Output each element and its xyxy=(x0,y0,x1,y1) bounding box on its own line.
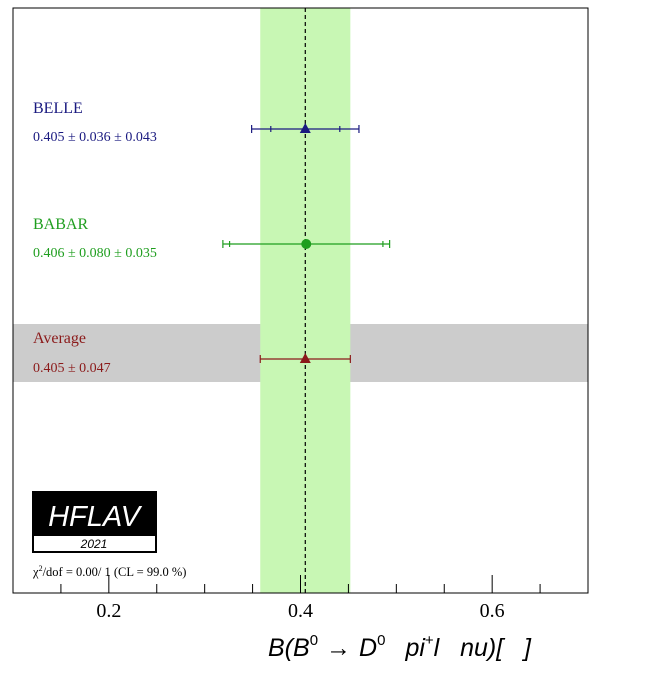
x-label-sup1: 0 xyxy=(310,632,318,649)
x-label-base: B(B xyxy=(268,634,310,662)
measurement-name: BABAR xyxy=(33,216,88,233)
marker-triangle xyxy=(299,353,311,363)
x-label-d: D xyxy=(359,634,377,662)
chi2-text: χ2/dof = 0.00/ 1 (CL = 99.0 %) xyxy=(32,564,186,579)
x-tick-label: 0.4 xyxy=(288,600,313,622)
chi2-symbol: χ xyxy=(32,565,39,579)
marker-triangle xyxy=(299,123,311,133)
measurement-name: Average xyxy=(33,330,86,347)
average-uncertainty-band xyxy=(260,8,351,593)
x-axis-ticks: 0.2 0.4 0.6 xyxy=(60,575,541,622)
x-tick-label: 0.6 xyxy=(480,600,505,622)
measurement-belle: BELLE 0.405 ± 0.036 ± 0.043 xyxy=(33,100,360,145)
measurement-result: 0.406 ± 0.080 ± 0.035 xyxy=(33,246,157,261)
chi2-rest: /dof = 0.00/ 1 (CL = 99.0 %) xyxy=(43,565,187,579)
hflav-logo-year: 2021 xyxy=(80,537,108,551)
measurement-babar: BABAR 0.406 ± 0.080 ± 0.035 xyxy=(33,216,391,261)
x-label-arrow: → xyxy=(326,634,351,662)
x-label-pi: pi xyxy=(404,634,426,662)
x-label-sup2: 0 xyxy=(377,632,385,649)
measurement-average: Average 0.405 ± 0.047 xyxy=(33,330,351,376)
hflav-logo-text: HFLAV xyxy=(48,501,143,533)
chi2-superscript: 2 xyxy=(39,564,43,573)
x-label-rest: l nu)[ ] xyxy=(434,634,532,662)
measurements-group: BELLE 0.405 ± 0.036 ± 0.043 BABAR 0.406 ± 0… xyxy=(33,100,391,376)
hflav-logo: HFLAV 2021 xyxy=(32,491,157,553)
measurement-name: BELLE xyxy=(33,100,83,117)
x-tick-label: 0.2 xyxy=(96,600,121,622)
marker-circle xyxy=(301,239,312,249)
measurement-result: 0.405 ± 0.036 ± 0.043 xyxy=(33,130,157,145)
x-label-sup3: + xyxy=(425,632,434,649)
x-axis-label: B(B0 → D0 pi+l nu)[ ] xyxy=(268,632,532,662)
measurement-result: 0.405 ± 0.047 xyxy=(33,361,111,376)
